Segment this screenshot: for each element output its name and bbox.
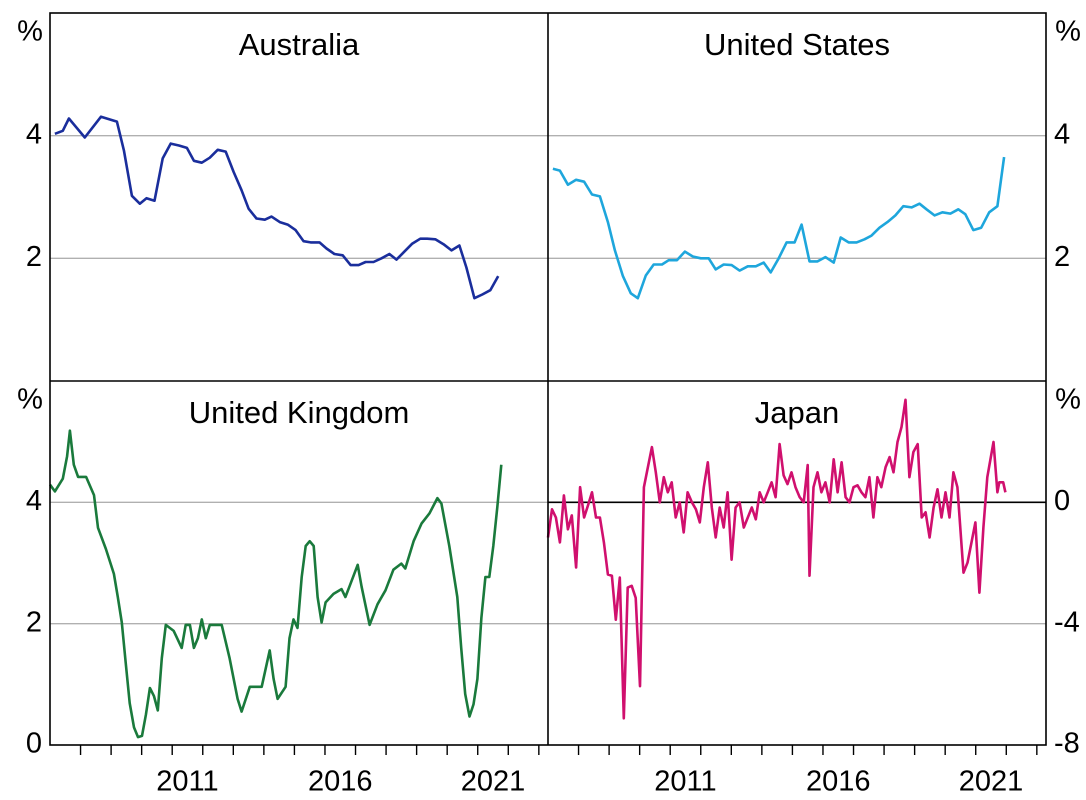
x-tick-label: 2016 [308,766,373,798]
panel-title: Japan [755,395,839,430]
series-line [552,156,1006,300]
y-tick-label: 0 [26,728,42,760]
y-tick-label: 2 [26,241,42,273]
y-tick-label: 0 [1054,485,1070,517]
y-tick-label: -8 [1054,728,1080,760]
y-unit: % [17,384,43,416]
series-line [54,115,500,300]
y-tick-label: 2 [1054,241,1070,273]
series-line [48,429,503,739]
x-tick-label: 2016 [806,766,871,798]
panel-title: United States [704,27,890,62]
panel-title: Australia [239,27,360,62]
y-tick-label: 4 [26,485,42,517]
y-unit: % [1055,384,1081,416]
y-tick-label: 4 [26,118,42,150]
x-tick-label: 2011 [654,766,716,798]
y-tick-label: 2 [26,606,42,638]
series-line [546,398,1007,720]
x-tick-label: 2021 [959,766,1024,798]
x-tick-label: 2021 [461,766,526,798]
x-tick-label: 2011 [156,766,218,798]
y-tick-label: 4 [1054,118,1070,150]
y-unit: % [1055,16,1081,48]
y-tick-label: -4 [1054,606,1080,638]
y-unit: % [17,16,43,48]
panel-title: United Kingdom [189,395,410,430]
